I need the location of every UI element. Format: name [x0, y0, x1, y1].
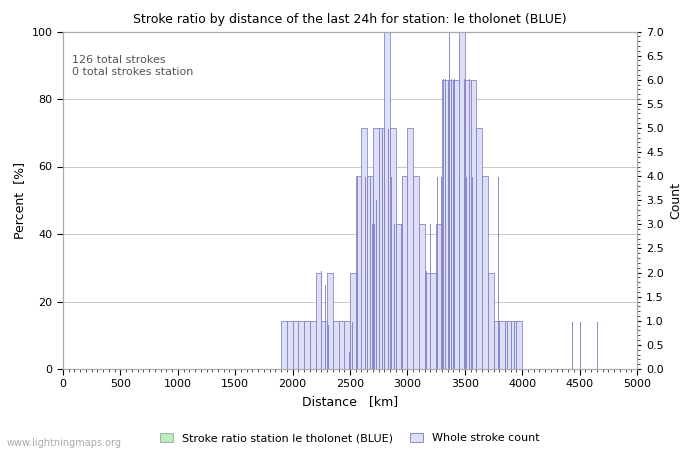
- Y-axis label: Percent  [%]: Percent [%]: [13, 162, 26, 239]
- Title: Stroke ratio by distance of the last 24h for station: le tholonet (BLUE): Stroke ratio by distance of the last 24h…: [133, 13, 567, 26]
- Text: www.lightningmaps.org: www.lightningmaps.org: [7, 438, 122, 448]
- X-axis label: Distance   [km]: Distance [km]: [302, 395, 398, 408]
- Legend: Stroke ratio station le tholonet (BLUE), Whole stroke count: Stroke ratio station le tholonet (BLUE),…: [155, 428, 545, 448]
- Y-axis label: Count: Count: [669, 182, 682, 219]
- Text: 126 total strokes
0 total strokes station: 126 total strokes 0 total strokes statio…: [71, 55, 193, 77]
